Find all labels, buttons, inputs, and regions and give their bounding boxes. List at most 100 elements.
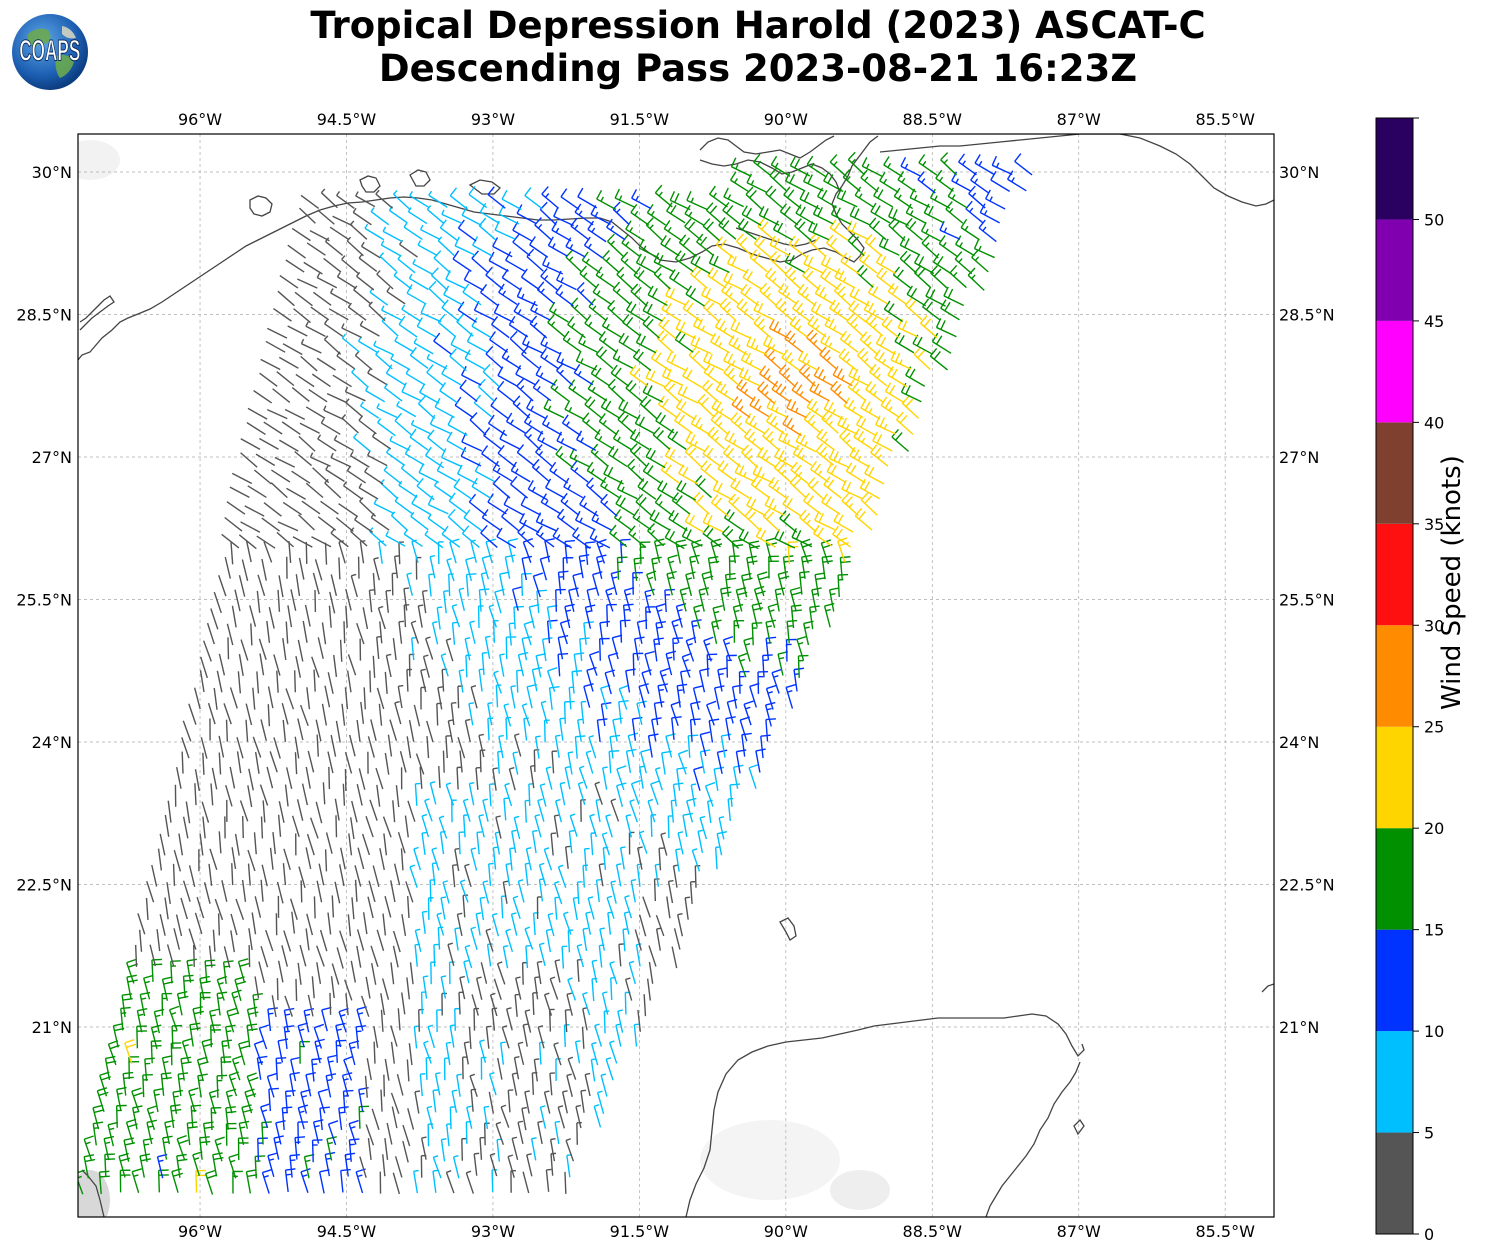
- wind-barb: [798, 363, 816, 387]
- wind-barb: [347, 302, 367, 321]
- wind-barb: [536, 960, 543, 985]
- wind-barb: [149, 944, 157, 967]
- wind-barb: [287, 325, 308, 337]
- wind-barb: [839, 556, 851, 580]
- wind-barb: [527, 480, 548, 501]
- wind-barb: [256, 590, 261, 613]
- wind-barb: [919, 315, 938, 339]
- wind-barb: [765, 718, 776, 742]
- wind-barb: [970, 171, 990, 194]
- wind-barb: [769, 251, 787, 275]
- wind-barb: [627, 458, 645, 482]
- wind-barb: [247, 785, 253, 808]
- wind-barb: [281, 945, 289, 967]
- wind-barb: [115, 1104, 127, 1128]
- wind-barb: [624, 977, 633, 1001]
- wind-barb: [489, 992, 498, 1017]
- wind-barb: [365, 1124, 375, 1146]
- wind-barb: [463, 270, 484, 291]
- wind-barb: [438, 815, 448, 839]
- wind-barb: [356, 929, 365, 951]
- wind-barb: [326, 1136, 337, 1161]
- wind-barb: [341, 703, 346, 726]
- wind-barb: [634, 414, 656, 435]
- wind-barb: [735, 749, 747, 774]
- wind-barb: [566, 1073, 573, 1097]
- wind-barb: [259, 784, 269, 806]
- wind-barb: [212, 929, 216, 952]
- wind-barb: [861, 157, 883, 177]
- wind-barb: [431, 862, 438, 886]
- wind-barb: [712, 604, 723, 630]
- wind-barb: [502, 945, 509, 969]
- wind-barb: [581, 1026, 585, 1049]
- wind-barb: [507, 538, 519, 563]
- wind-barb: [579, 637, 590, 661]
- wind-barb: [341, 1072, 353, 1097]
- wind-barb: [826, 234, 845, 258]
- wind-barb: [517, 1041, 525, 1066]
- wind-barb: [195, 1169, 207, 1193]
- wind-barb: [404, 815, 409, 838]
- wind-barb: [612, 281, 631, 305]
- wind-barb: [733, 619, 745, 643]
- wind-barb: [297, 962, 302, 985]
- wind-barb: [955, 235, 975, 257]
- wind-barb: [699, 815, 708, 840]
- wind-barb: [698, 587, 710, 612]
- wind-barb: [543, 992, 553, 1016]
- wind-barb: [687, 734, 699, 758]
- wind-barb: [645, 368, 667, 388]
- wind-barb: [261, 1121, 272, 1145]
- wind-barb: [316, 272, 338, 289]
- wind-barb: [256, 671, 260, 694]
- wind-barb: [420, 1136, 427, 1160]
- wind-barb: [406, 977, 411, 1000]
- wind-barb: [601, 317, 622, 338]
- wind-barb: [464, 718, 471, 743]
- wind-barb: [456, 912, 463, 937]
- wind-barb: [598, 330, 618, 354]
- wind-barb: [594, 429, 615, 450]
- wind-barb: [319, 929, 328, 952]
- wind-barb: [618, 332, 639, 354]
- wind-barb: [738, 528, 759, 550]
- wind-barb: [951, 171, 972, 192]
- wind-barb: [627, 732, 639, 758]
- wind-barb: [283, 1025, 295, 1049]
- wind-barb: [276, 371, 295, 387]
- wind-barb: [807, 315, 827, 338]
- wind-barb: [482, 798, 489, 822]
- lon-tick-top-0: 96°W: [178, 110, 222, 129]
- wind-barb: [432, 1169, 439, 1193]
- wind-barb: [524, 926, 534, 950]
- wind-barb: [294, 752, 298, 775]
- wind-barb: [534, 735, 541, 759]
- wind-barb: [238, 534, 257, 550]
- wind-barb: [577, 718, 583, 742]
- wind-barb: [534, 217, 552, 241]
- wind-barb: [492, 475, 511, 499]
- wind-barb: [900, 156, 921, 177]
- wind-barb: [346, 670, 352, 693]
- wind-barb: [437, 541, 444, 564]
- wind-barb: [541, 186, 560, 209]
- wind-barb: [431, 847, 440, 871]
- wind-barb: [316, 880, 323, 903]
- wind-barb: [300, 194, 320, 209]
- wind-barb: [609, 524, 628, 548]
- wind-barb: [373, 498, 395, 515]
- wind-barb: [372, 572, 376, 596]
- wind-barb: [405, 881, 414, 903]
- wind-barb: [513, 605, 524, 630]
- wind-barb: [436, 912, 445, 936]
- wind-barb: [595, 266, 615, 289]
- wind-barb: [247, 849, 256, 872]
- wind-barb: [557, 652, 569, 677]
- wind-barb: [639, 541, 651, 565]
- wind-barb: [369, 527, 387, 547]
- wind-barb: [599, 620, 610, 645]
- wind-barb: [615, 863, 622, 887]
- wind-barb: [521, 346, 540, 369]
- wind-barb: [182, 816, 189, 839]
